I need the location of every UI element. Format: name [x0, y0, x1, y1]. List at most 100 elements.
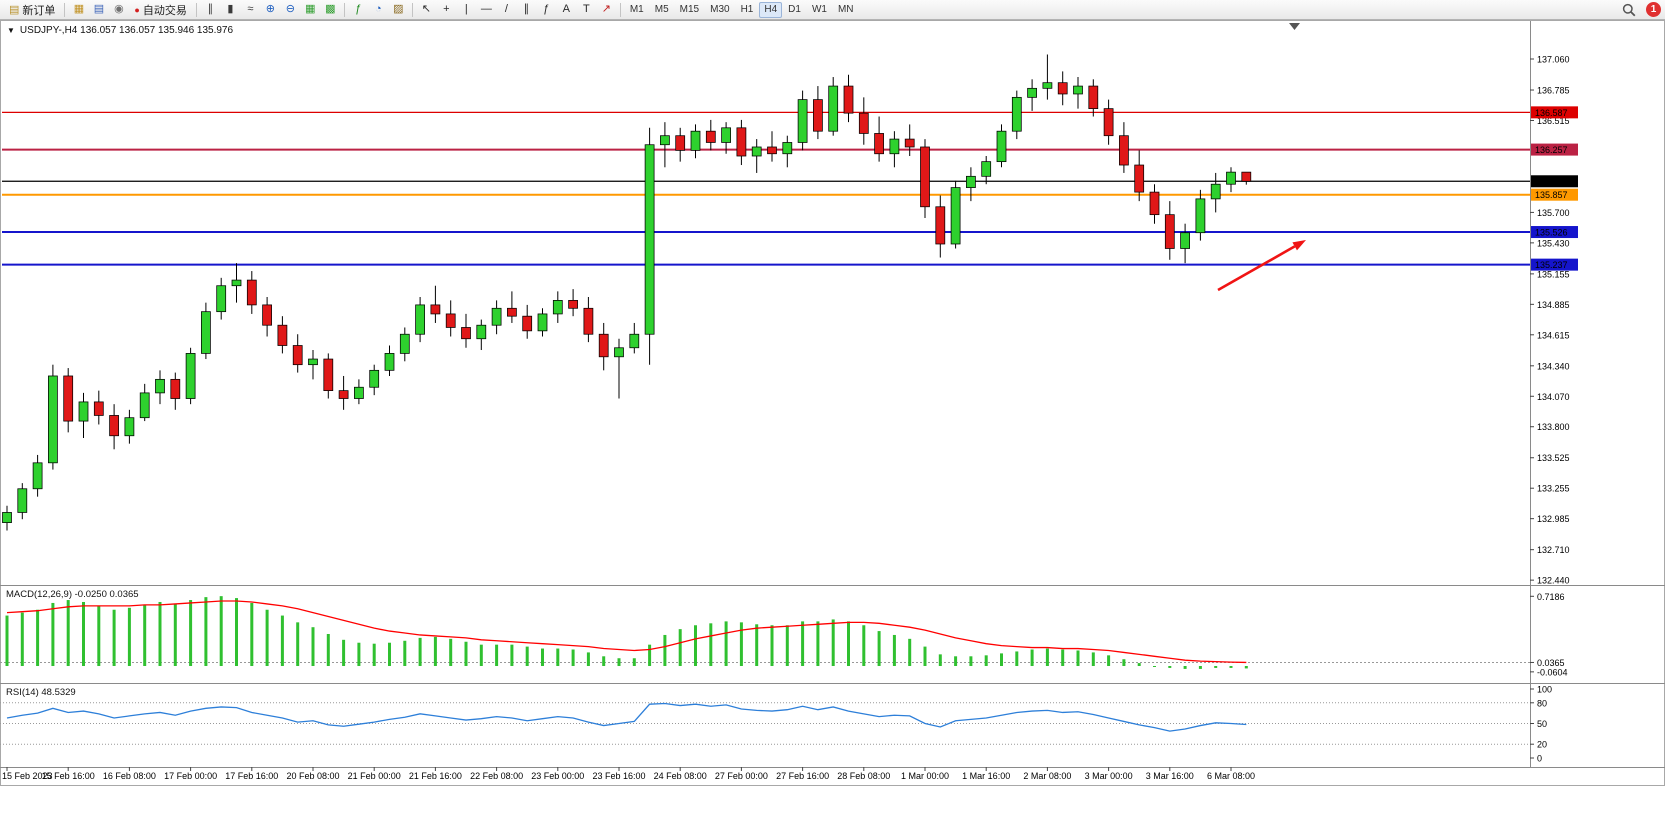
arrow-tool-icon[interactable]: ↗	[597, 1, 616, 18]
svg-text:132.440: 132.440	[1537, 576, 1570, 586]
line-chart-icon[interactable]: ≈	[241, 1, 260, 18]
periods-icon[interactable]: ◔	[369, 1, 388, 18]
price-axis[interactable]: 137.060 136.785 136.515 135.700 135.430 135.1…	[1530, 55, 1570, 586]
toolbar-separator	[411, 2, 413, 17]
label-icon[interactable]: T	[577, 1, 596, 18]
rsi-indicator-label: RSI(14) 48.5329	[6, 687, 76, 698]
search-icon[interactable]	[1618, 0, 1639, 19]
svg-text:134.885: 134.885	[1537, 300, 1570, 310]
svg-text:2 Mar 08:00: 2 Mar 08:00	[1023, 771, 1071, 781]
svg-text:22 Feb 08:00: 22 Feb 08:00	[470, 771, 523, 781]
svg-text:100: 100	[1537, 685, 1552, 695]
horizontal-line-icon[interactable]: —	[477, 1, 496, 18]
chart-window-border	[0, 20, 1665, 786]
arrow-annotation[interactable]	[1217, 240, 1306, 292]
toolbar: ▤ 新订单 ▦ ▤ ◉ ● 自动交易 ∥ ▮ ≈ ⊕ ⊖ ▦ ▩ ƒ ◔ ▨ ↖ + | — / ∥ ƒ A T ↗ M1…	[0, 0, 1665, 20]
svg-text:135.430: 135.430	[1537, 238, 1570, 248]
svg-text:1 Mar 16:00: 1 Mar 16:00	[962, 771, 1010, 781]
news-icon[interactable]: ◉	[109, 1, 128, 18]
svg-text:133.800: 133.800	[1537, 422, 1570, 432]
panel-separators	[0, 21, 1665, 768]
svg-text:134.070: 134.070	[1537, 392, 1570, 402]
new-chart-icon[interactable]: ▦	[69, 1, 88, 18]
price-line-badges: 136.587 136.257 135.976 135.857 135.526 135.2…	[1531, 106, 1578, 271]
tile-windows-icon[interactable]: ▦	[301, 1, 320, 18]
new-order-button[interactable]: ▤ 新订单	[4, 1, 60, 18]
symbol-ohlc-text: USDJPY-,H4 136.057 136.057 135.946 135.9…	[19, 25, 234, 36]
svg-text:17 Feb 16:00: 17 Feb 16:00	[225, 771, 278, 781]
templates-icon[interactable]: ▨	[389, 1, 408, 18]
toolbar-separator	[195, 2, 197, 17]
timeframe-buttons: M1 M5 M15 M30 H1 H4 D1 W1 MN	[625, 1, 859, 18]
svg-text:20: 20	[1537, 740, 1547, 750]
price-lines[interactable]	[2, 111, 1530, 266]
text-icon[interactable]: A	[557, 1, 576, 18]
svg-text:135.857: 135.857	[1535, 190, 1568, 200]
svg-text:17 Feb 00:00: 17 Feb 00:00	[164, 771, 217, 781]
svg-text:137.060: 137.060	[1537, 55, 1570, 65]
svg-text:135.237: 135.237	[1535, 260, 1568, 270]
svg-text:133.255: 133.255	[1537, 484, 1570, 494]
one-click-trading-toggle[interactable]: ▼	[7, 26, 15, 35]
svg-text:3 Mar 16:00: 3 Mar 16:00	[1146, 771, 1194, 781]
channel-icon[interactable]: ∥	[517, 1, 536, 18]
chart-ohlc-header: ▼ USDJPY-,H4 136.057 136.057 135.946 135…	[7, 25, 233, 36]
toolbar-separator	[343, 2, 345, 17]
toolbar-icon-groups: ∥ ▮ ≈ ⊕ ⊖ ▦ ▩ ƒ ◔ ▨ ↖ + | — / ∥ ƒ A T ↗	[201, 1, 616, 18]
crosshair-icon[interactable]: +	[437, 1, 456, 18]
rsi-axis[interactable]: 100 80 50 20 0	[1530, 685, 1552, 764]
timeframe-m30-button[interactable]: M30	[705, 2, 734, 18]
toolbar-separator	[64, 2, 66, 17]
svg-text:21 Feb 16:00: 21 Feb 16:00	[409, 771, 462, 781]
timeframe-h4-button[interactable]: H4	[759, 1, 783, 18]
svg-text:16 Feb 08:00: 16 Feb 08:00	[103, 771, 156, 781]
toolbar-separator	[619, 2, 621, 17]
zoom-out-icon[interactable]: ⊖	[281, 1, 300, 18]
svg-text:50: 50	[1537, 719, 1547, 729]
svg-text:20 Feb 08:00: 20 Feb 08:00	[286, 771, 339, 781]
svg-text:15 Feb 16:00: 15 Feb 16:00	[42, 771, 95, 781]
macd-axis[interactable]: 0.7186 0.0365-0.0604	[1530, 592, 1568, 678]
candlestick-chart-icon[interactable]: ▮	[221, 1, 240, 18]
svg-text:27 Feb 00:00: 27 Feb 00:00	[715, 771, 768, 781]
toolbar-icon-group-main: ▦ ▤ ◉	[69, 1, 128, 18]
candlestick-series	[2, 54, 1252, 531]
svg-text:133.525: 133.525	[1537, 453, 1570, 463]
indicators-icon[interactable]: ƒ	[349, 1, 368, 18]
timeframe-m15-button[interactable]: M15	[675, 2, 704, 18]
svg-text:134.340: 134.340	[1537, 361, 1570, 371]
svg-text:23 Feb 00:00: 23 Feb 00:00	[531, 771, 584, 781]
zoom-in-icon[interactable]: ⊕	[261, 1, 280, 18]
timeframe-h1-button[interactable]: H1	[736, 2, 759, 18]
auto-trading-button[interactable]: ● 自动交易	[129, 1, 191, 18]
svg-text:136.587: 136.587	[1535, 108, 1568, 118]
new-order-label: 新订单	[22, 4, 56, 17]
cascade-windows-icon[interactable]: ▩	[321, 1, 340, 18]
cursor-icon[interactable]: ↖	[417, 1, 436, 18]
svg-text:21 Feb 00:00: 21 Feb 00:00	[348, 771, 401, 781]
bar-chart-icon[interactable]: ∥	[201, 1, 220, 18]
rsi-line	[6, 702, 1247, 732]
macd-histogram	[5, 596, 1248, 669]
timeframe-m1-button[interactable]: M1	[625, 2, 649, 18]
timeframe-mn-button[interactable]: MN	[833, 2, 859, 18]
svg-text:0.0365: 0.0365	[1537, 658, 1565, 668]
macd-signal-line	[6, 600, 1247, 664]
notification-badge[interactable]: 1	[1646, 2, 1661, 17]
svg-text:135.976: 135.976	[1535, 177, 1568, 187]
auto-trading-icon: ●	[134, 4, 140, 15]
svg-text:0: 0	[1537, 754, 1542, 764]
fibonacci-icon[interactable]: ƒ	[537, 1, 556, 18]
svg-text:136.257: 136.257	[1535, 145, 1568, 155]
timeframe-w1-button[interactable]: W1	[807, 2, 832, 18]
timeframe-d1-button[interactable]: D1	[783, 2, 806, 18]
trendline-icon[interactable]: /	[497, 1, 516, 18]
svg-text:1 Mar 00:00: 1 Mar 00:00	[901, 771, 949, 781]
timeframe-m5-button[interactable]: M5	[650, 2, 674, 18]
profiles-icon[interactable]: ▤	[89, 1, 108, 18]
new-order-icon: ▤	[9, 4, 20, 16]
vertical-line-icon[interactable]: |	[457, 1, 476, 18]
